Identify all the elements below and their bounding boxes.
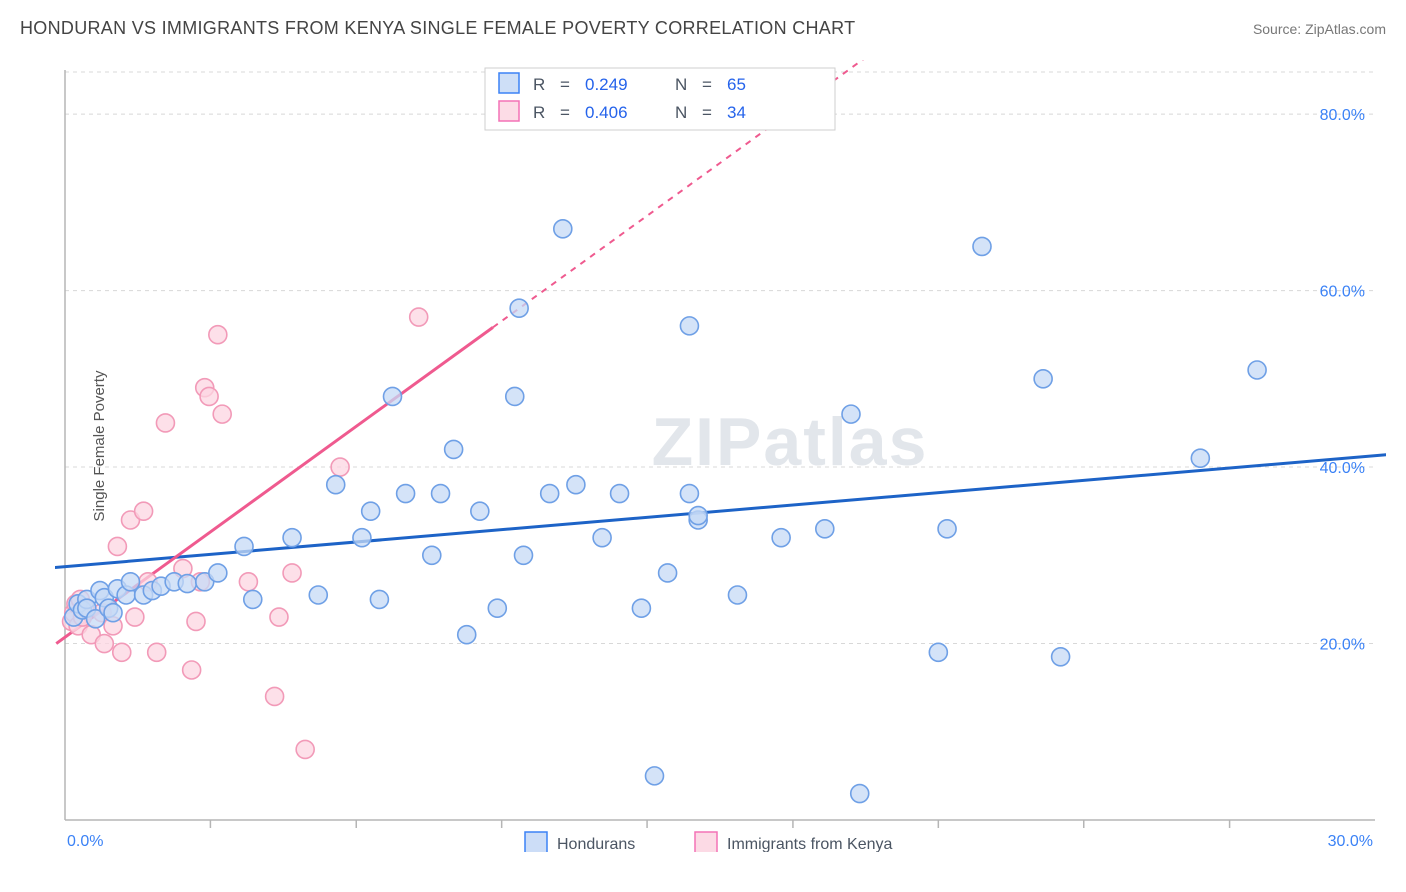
source-name: ZipAtlas.com [1305,21,1386,37]
stats-n-value: 65 [727,75,746,94]
y-tick-label: 80.0% [1320,107,1365,124]
marker-hondurans [689,507,707,525]
marker-hondurans [816,520,834,538]
legend-label-kenya: Immigrants from Kenya [727,836,892,852]
stats-n-value: 34 [727,103,746,122]
marker-immigrants-from-kenya [135,502,153,520]
marker-immigrants-from-kenya [213,405,231,423]
marker-hondurans [353,529,371,547]
marker-hondurans [646,767,664,785]
source-label: Source: [1253,21,1301,37]
marker-hondurans [178,575,196,593]
marker-hondurans [680,317,698,335]
marker-hondurans [851,785,869,803]
marker-hondurans [680,485,698,503]
y-tick-label: 40.0% [1320,460,1365,477]
stats-swatch [499,101,519,121]
marker-hondurans [309,586,327,604]
marker-hondurans [772,529,790,547]
marker-immigrants-from-kenya [187,612,205,630]
marker-hondurans [283,529,301,547]
marker-immigrants-from-kenya [108,537,126,555]
marker-hondurans [458,626,476,644]
marker-hondurans [515,546,533,564]
marker-hondurans [423,546,441,564]
marker-hondurans [554,220,572,238]
source-attribution: Source: ZipAtlas.com [1253,21,1386,37]
marker-hondurans [488,599,506,617]
marker-hondurans [1191,449,1209,467]
marker-immigrants-from-kenya [200,387,218,405]
marker-hondurans [728,586,746,604]
stats-eq: = [560,103,570,122]
marker-hondurans [938,520,956,538]
marker-hondurans [384,387,402,405]
marker-hondurans [370,590,388,608]
stats-eq: = [702,75,712,94]
chart-title: HONDURAN VS IMMIGRANTS FROM KENYA SINGLE… [20,18,855,39]
y-tick-label: 20.0% [1320,637,1365,654]
legend-swatch-hondurans [525,832,547,852]
marker-hondurans [445,440,463,458]
marker-hondurans [104,604,122,622]
marker-immigrants-from-kenya [209,326,227,344]
legend-label-hondurans: Hondurans [557,836,635,852]
marker-immigrants-from-kenya [113,643,131,661]
marker-immigrants-from-kenya [148,643,166,661]
marker-hondurans [593,529,611,547]
marker-hondurans [1248,361,1266,379]
stats-eq: = [560,75,570,94]
marker-immigrants-from-kenya [126,608,144,626]
marker-hondurans [1034,370,1052,388]
marker-immigrants-from-kenya [266,687,284,705]
stats-n-label: N [675,75,687,94]
marker-hondurans [397,485,415,503]
x-tick-label: 0.0% [67,833,103,850]
stats-eq: = [702,103,712,122]
stats-r-label: R [533,75,545,94]
marker-hondurans [541,485,559,503]
y-tick-label: 60.0% [1320,284,1365,301]
marker-immigrants-from-kenya [283,564,301,582]
marker-immigrants-from-kenya [95,635,113,653]
marker-immigrants-from-kenya [270,608,288,626]
marker-hondurans [567,476,585,494]
scatter-chart: ZIPatlas 20.0% 40.0% 60.0% 80.0% 0.0% 30.0% R = 0… [55,60,1386,852]
marker-hondurans [327,476,345,494]
marker-immigrants-from-kenya [156,414,174,432]
marker-hondurans [842,405,860,423]
marker-hondurans [244,590,262,608]
marker-hondurans [929,643,947,661]
marker-immigrants-from-kenya [331,458,349,476]
marker-immigrants-from-kenya [410,308,428,326]
stats-r-label: R [533,103,545,122]
marker-hondurans [471,502,489,520]
marker-hondurans [362,502,380,520]
marker-immigrants-from-kenya [183,661,201,679]
stats-r-value: 0.249 [585,75,628,94]
watermark-text: ZIPatlas [652,404,929,480]
x-tick-label: 30.0% [1328,833,1373,850]
marker-hondurans [973,237,991,255]
marker-hondurans [611,485,629,503]
stats-swatch [499,73,519,93]
marker-hondurans [235,537,253,555]
marker-hondurans [209,564,227,582]
stats-n-label: N [675,103,687,122]
marker-immigrants-from-kenya [296,740,314,758]
marker-hondurans [659,564,677,582]
marker-hondurans [1052,648,1070,666]
marker-immigrants-from-kenya [239,573,257,591]
stats-r-value: 0.406 [585,103,628,122]
marker-hondurans [506,387,524,405]
marker-hondurans [510,299,528,317]
marker-hondurans [632,599,650,617]
marker-hondurans [432,485,450,503]
legend-swatch-kenya [695,832,717,852]
